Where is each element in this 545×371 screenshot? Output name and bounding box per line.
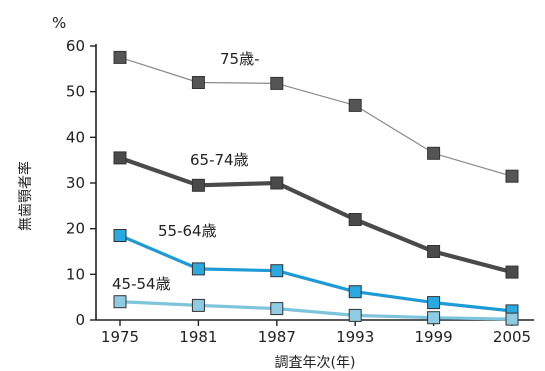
- data-point: [348, 98, 362, 112]
- data-point: [191, 178, 205, 192]
- x-tick-label: 1987: [258, 328, 296, 346]
- data-point: [191, 298, 205, 312]
- data-point: [113, 229, 127, 242]
- axes: 0 10 20 30 40 50 60 1975 1981 1987 1993 1999 2005: [66, 37, 534, 346]
- y-unit-label: %: [52, 14, 66, 32]
- data-point: [270, 176, 284, 190]
- data-point: [427, 296, 441, 310]
- data-point: [427, 146, 441, 160]
- data-point: [113, 151, 127, 165]
- series-line-0: [119, 56, 513, 177]
- series-label-65-74: 65-74歳: [190, 151, 249, 169]
- data-point: [348, 213, 362, 226]
- y-tick-label: 0: [75, 311, 85, 329]
- y-tick-label: 10: [66, 265, 85, 283]
- y-tick-label: 20: [66, 220, 85, 238]
- data-point: [348, 285, 362, 299]
- data-point: [270, 76, 284, 90]
- data-point: [427, 245, 441, 258]
- y-axis-title: 無歯顎者率: [17, 161, 34, 231]
- x-tick-label: 1999: [415, 328, 453, 346]
- series-label-55-64: 55-64歳: [158, 222, 217, 240]
- data-point: [348, 308, 362, 322]
- series-lines: [119, 56, 513, 321]
- y-tick-label: 30: [66, 174, 85, 192]
- x-tick-label: 1981: [179, 328, 217, 346]
- series-label-45-54: 45-54歳: [112, 275, 171, 293]
- data-point: [113, 50, 127, 64]
- series-line-2: [119, 234, 513, 313]
- labels: % 無歯顎者率 調査年次(年) 75歳- 65-74歳 55-64歳 45-54…: [17, 14, 355, 371]
- data-point: [427, 311, 441, 325]
- data-point: [191, 262, 205, 276]
- data-point: [191, 76, 205, 89]
- y-tick-label: 40: [66, 128, 85, 146]
- data-point: [270, 264, 284, 278]
- data-point: [505, 169, 519, 183]
- data-point: [113, 295, 127, 309]
- data-point: [505, 265, 519, 279]
- data-point: [270, 302, 284, 316]
- x-axis-title: 調査年次(年): [275, 355, 356, 371]
- series-line-1: [119, 155, 513, 275]
- x-tick-label: 1975: [101, 328, 139, 346]
- y-tick-label: 50: [66, 83, 85, 101]
- x-tick-label: 2005: [493, 328, 531, 346]
- data-point: [505, 312, 519, 326]
- series-label-75: 75歳-: [220, 50, 260, 68]
- series-markers: [113, 50, 519, 326]
- x-tick-label: 1993: [336, 328, 374, 346]
- y-tick-label: 60: [66, 37, 85, 55]
- series-line-3: [119, 300, 513, 321]
